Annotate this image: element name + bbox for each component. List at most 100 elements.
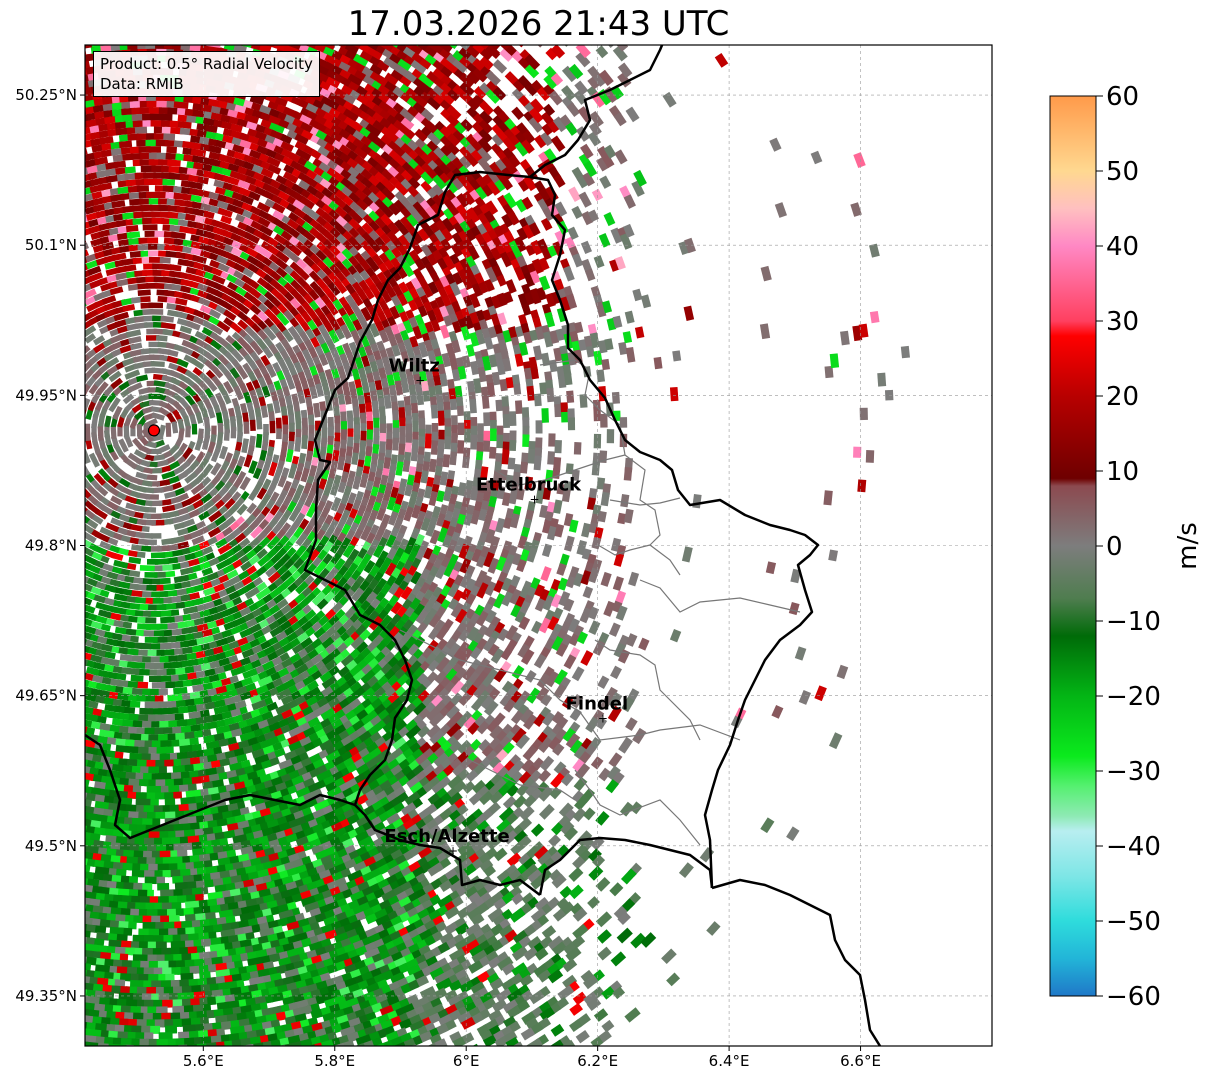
echo-gate — [164, 35, 175, 42]
echo-gate — [93, 472, 106, 486]
echo-gate — [142, 406, 155, 415]
echo-gate — [210, 447, 221, 463]
echo-gate — [223, 309, 237, 321]
echo-gate — [162, 178, 176, 186]
echo-gate — [72, 373, 82, 385]
echo-gate — [146, 35, 157, 42]
echo-gate — [286, 404, 295, 418]
echo-gate — [313, 402, 321, 418]
echo-gate — [172, 765, 186, 773]
echo-gate — [449, 398, 458, 411]
echo-gate — [151, 412, 165, 421]
echo-gate — [85, 325, 97, 338]
echo-gate — [70, 217, 83, 227]
echo-gate — [496, 434, 504, 449]
echo-gate — [185, 320, 201, 331]
echo-gate — [151, 487, 164, 494]
echo-gate — [457, 440, 465, 454]
echo-gate — [166, 296, 179, 304]
echo-gate — [115, 265, 128, 274]
echo-gate — [153, 439, 165, 449]
echo-gate — [289, 33, 303, 44]
echo-gate — [85, 564, 87, 575]
echo-gate — [85, 45, 86, 51]
echo-gate — [92, 335, 106, 346]
echo-gate — [146, 786, 161, 793]
echo-gate — [216, 320, 231, 333]
echo-gate — [122, 393, 135, 405]
echo-gate — [150, 308, 164, 315]
echo-gate — [184, 524, 198, 534]
echo-gate — [131, 544, 142, 552]
echo-gate — [127, 277, 139, 285]
echo-gate — [113, 311, 130, 322]
echo-gate — [85, 181, 86, 192]
echo-gate — [85, 668, 87, 680]
echo-gate — [262, 326, 277, 341]
echo-gate — [195, 411, 204, 424]
echo-gate — [190, 482, 205, 496]
echo-gate — [71, 223, 85, 233]
echo-gate — [150, 533, 162, 539]
echo-gate — [150, 552, 166, 559]
echo-gate — [203, 398, 214, 411]
echo-gate — [85, 554, 86, 567]
echo-gate — [533, 455, 542, 471]
echo-gate — [191, 535, 206, 546]
echo-gate — [99, 31, 112, 39]
echo-gate — [143, 315, 155, 322]
echo-gate — [248, 489, 259, 502]
echo-gate — [495, 399, 503, 412]
echo-gate — [177, 418, 185, 432]
echo-gate — [85, 134, 87, 145]
echo-gate — [127, 376, 140, 386]
echo-gate — [137, 133, 148, 141]
echo-gate — [189, 45, 203, 46]
echo-gate — [272, 400, 281, 414]
echo-gate — [243, 421, 250, 434]
echo-gate — [248, 460, 258, 475]
echo-gate — [108, 397, 121, 413]
echo-gate — [304, 31, 320, 43]
echo-gate — [255, 433, 263, 448]
echo-gate — [209, 324, 224, 336]
echo-gate — [457, 422, 465, 436]
echo-gate — [72, 578, 85, 589]
echo-gate — [288, 414, 295, 426]
echo-gate — [513, 383, 522, 395]
echo-gate — [85, 599, 87, 611]
echo-gate — [469, 398, 477, 414]
echo-gate — [216, 431, 224, 443]
echo-gate — [103, 429, 112, 446]
echo-gate — [190, 358, 205, 370]
echo-gate — [140, 296, 151, 303]
echo-gate — [90, 32, 102, 41]
echo-gate — [210, 462, 222, 476]
echo-gate — [95, 381, 109, 396]
echo-gate — [160, 616, 175, 624]
echo-gate — [288, 506, 302, 522]
echo-gate — [180, 498, 192, 508]
echo-gate — [285, 449, 294, 463]
echo-gate — [154, 35, 166, 42]
echo-gate — [246, 502, 257, 515]
echo-gate — [110, 377, 124, 390]
echo-gate — [148, 399, 163, 406]
echo-gate — [215, 538, 228, 549]
echo-gate — [151, 681, 166, 689]
echo-gate — [208, 308, 222, 320]
echo-gate — [117, 36, 132, 44]
echo-gate — [301, 417, 309, 431]
echo-gate — [113, 559, 129, 569]
echo-gate — [179, 325, 193, 335]
echo-gate — [430, 404, 439, 419]
echo-gate — [526, 385, 535, 401]
echo-gate — [207, 407, 216, 419]
echo-gate — [70, 662, 82, 671]
echo-gate — [157, 341, 169, 349]
echo-gate — [127, 283, 141, 291]
echo-gate — [236, 365, 249, 380]
echo-gate — [104, 415, 112, 428]
echo-gate — [124, 369, 141, 380]
echo-gate — [239, 32, 255, 42]
